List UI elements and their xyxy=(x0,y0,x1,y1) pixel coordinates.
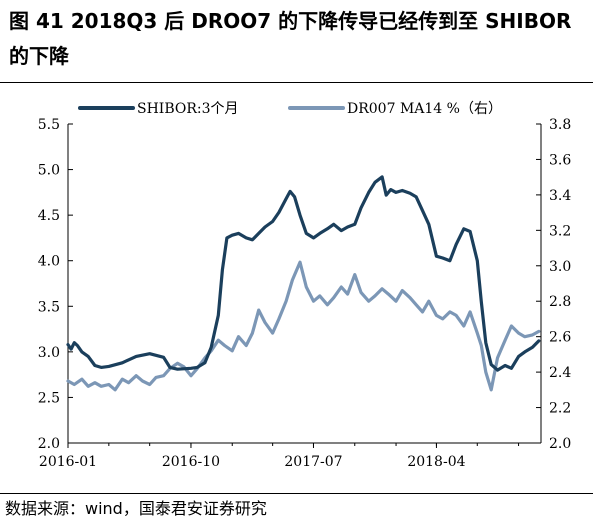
right-tick-label: 2.4 xyxy=(549,365,571,381)
right-tick-label: 3.2 xyxy=(549,223,571,239)
right-tick-label: 2.8 xyxy=(549,294,571,310)
legend-label-shibor: SHIBOR:3个月 xyxy=(137,101,239,117)
left-tick-label: 4.0 xyxy=(38,254,60,270)
left-tick-label: 3.5 xyxy=(38,299,60,315)
x-tick-label: 2017-07 xyxy=(284,454,342,470)
right-tick-label: 2.2 xyxy=(549,401,571,417)
legend-label-dr007: DR007 MA14 %（右） xyxy=(347,101,502,117)
right-tick-label: 3.8 xyxy=(549,117,571,133)
x-tick-label: 2016-01 xyxy=(39,454,97,470)
source-note: 数据来源：wind，国泰君安证券研究 xyxy=(5,499,267,518)
left-tick-label: 5.5 xyxy=(38,117,60,133)
left-tick-label: 2.5 xyxy=(38,390,60,406)
dr007-series-line xyxy=(66,260,541,392)
right-tick-label: 2.0 xyxy=(549,436,571,452)
series-layer xyxy=(66,175,541,392)
chart-title: 图 41 2018Q3 后 DROO7 的下降传导已经传到至 SHIBOR 的下… xyxy=(9,9,572,68)
right-tick-label: 3.4 xyxy=(549,188,571,204)
left-tick-label: 5.0 xyxy=(38,163,60,179)
right-tick-label: 3.0 xyxy=(549,259,571,275)
shibor-series-line xyxy=(66,175,541,372)
legend: SHIBOR:3个月 DR007 MA14 %（右） xyxy=(78,101,502,117)
bottom-rule xyxy=(0,493,593,494)
left-tick-label: 2.0 xyxy=(38,436,60,452)
axes: 2.0 2.5 3.0 3.5 4.0 4.5 5.0 5.5 2.0 2.2 2.4 2.6 2.8 3… xyxy=(38,117,572,470)
left-tick-label: 3.0 xyxy=(38,345,60,361)
right-tick-label: 2.6 xyxy=(549,330,571,346)
left-tick-label: 4.5 xyxy=(38,208,60,224)
chart-canvas: 2.0 2.5 3.0 3.5 4.0 4.5 5.0 5.5 2.0 2.2 2.4 2.6 2.8 3… xyxy=(38,101,572,470)
x-tick-label: 2016-10 xyxy=(162,454,220,470)
top-rule xyxy=(0,82,593,83)
x-tick-label: 2018-04 xyxy=(407,454,465,470)
right-tick-label: 3.6 xyxy=(549,152,571,168)
